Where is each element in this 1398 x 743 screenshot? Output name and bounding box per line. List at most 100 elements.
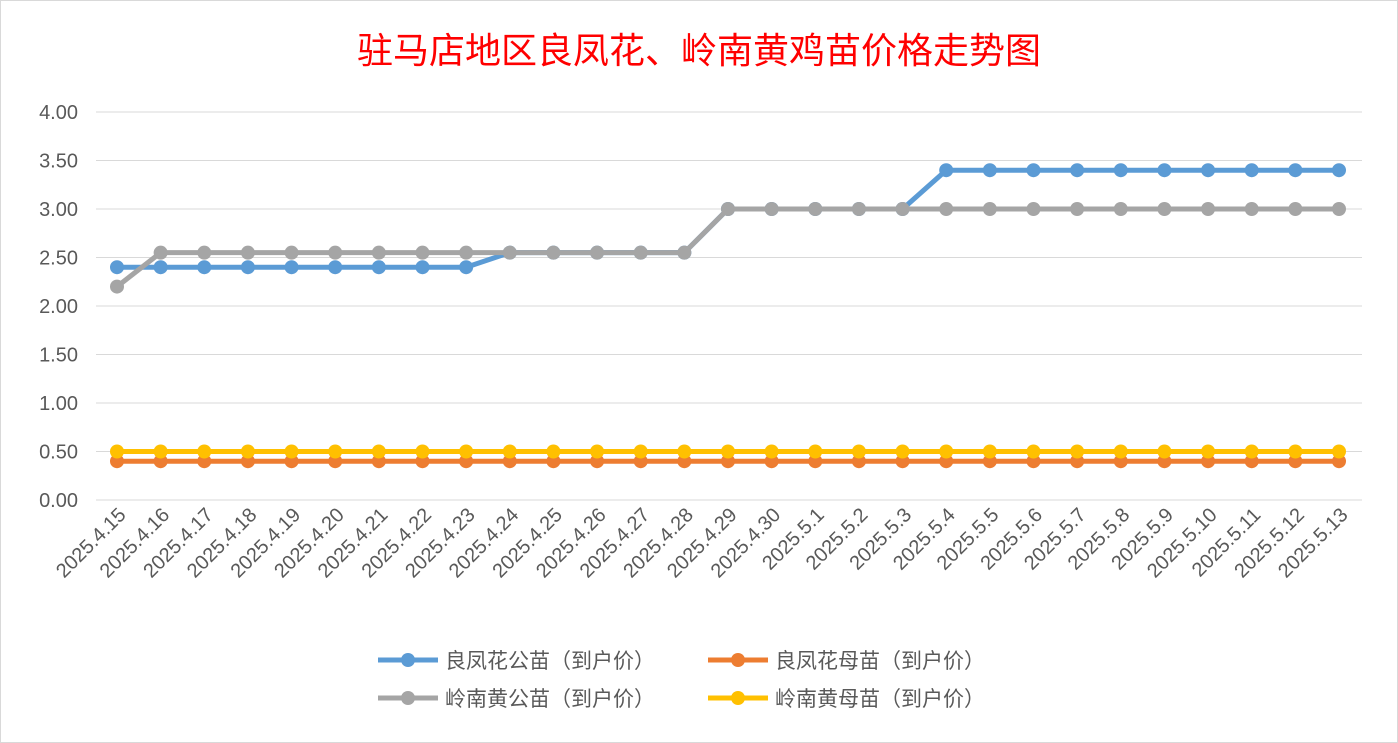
data-point <box>1288 454 1303 469</box>
data-point <box>1026 202 1041 216</box>
data-point <box>721 444 735 459</box>
data-point <box>371 245 386 260</box>
data-point <box>939 454 954 469</box>
legend-swatch-marker <box>731 691 745 705</box>
data-point <box>1201 202 1216 216</box>
data-point <box>328 444 343 459</box>
data-point <box>546 454 561 469</box>
data-point <box>502 454 517 469</box>
data-point <box>677 454 692 469</box>
data-point <box>415 245 430 260</box>
legend-item: 良凤花母苗（到户价） <box>708 649 985 673</box>
data-point <box>371 444 386 459</box>
data-point <box>197 260 212 275</box>
data-point <box>895 202 910 216</box>
data-point <box>371 454 386 469</box>
data-point <box>982 202 997 216</box>
data-point <box>240 245 255 260</box>
legend-label: 良凤花公苗（到户价） <box>445 649 655 673</box>
y-tick-label: 2.00 <box>39 296 78 318</box>
data-point <box>1332 444 1346 459</box>
series-3 <box>110 444 1346 459</box>
data-point <box>153 260 168 275</box>
data-point <box>764 454 779 469</box>
data-point <box>895 454 910 469</box>
data-point <box>240 444 255 459</box>
data-point <box>1157 202 1172 216</box>
x-axis-ticks: 2025.4.152025.4.162025.4.172025.4.182025… <box>52 504 1352 582</box>
data-point <box>939 444 954 459</box>
data-point <box>328 454 343 469</box>
y-tick-label: 2.50 <box>39 248 78 270</box>
data-point <box>633 245 648 260</box>
data-point <box>459 260 474 275</box>
data-point <box>1113 444 1128 459</box>
legend-label: 岭南黄母苗（到户价） <box>775 687 985 711</box>
y-tick-label: 0.00 <box>39 490 78 512</box>
data-point <box>110 260 124 275</box>
legend-swatch-marker <box>401 653 415 667</box>
data-point <box>240 260 255 275</box>
legend-item: 岭南黄公苗（到户价） <box>378 687 655 711</box>
data-point <box>1244 202 1259 216</box>
data-point <box>110 279 124 294</box>
data-point <box>1113 163 1128 178</box>
data-point <box>1244 163 1259 178</box>
data-point <box>284 454 299 469</box>
y-axis-ticks: 0.00 0.50 1.00 1.50 2.00 2.50 3.00 3.50 4.00 <box>39 102 78 512</box>
data-point <box>1070 163 1085 178</box>
data-point <box>328 260 343 275</box>
data-point <box>1201 163 1216 178</box>
data-point <box>851 454 866 469</box>
data-point <box>1288 202 1303 216</box>
data-point <box>1201 444 1216 459</box>
data-point <box>982 163 997 178</box>
data-point <box>1070 454 1085 469</box>
data-point <box>808 202 823 216</box>
legend-swatch-marker <box>401 691 415 705</box>
data-point <box>415 454 430 469</box>
series-lines <box>110 163 1346 469</box>
data-point <box>808 444 823 459</box>
data-point <box>808 454 823 469</box>
chart-title: 驻马店地区良凤花、岭南黄鸡苗价格走势图 <box>356 31 1041 72</box>
data-point <box>1026 454 1041 469</box>
data-point <box>982 454 997 469</box>
data-point <box>1332 163 1346 178</box>
data-point <box>1244 454 1259 469</box>
legend-item: 岭南黄母苗（到户价） <box>708 687 985 711</box>
data-point <box>1157 163 1172 178</box>
data-point <box>459 245 474 260</box>
series-2 <box>110 202 1346 294</box>
data-point <box>1288 444 1303 459</box>
data-point <box>546 245 561 260</box>
data-point <box>764 202 779 216</box>
data-point <box>110 454 124 469</box>
data-point <box>590 444 605 459</box>
data-point <box>153 245 168 260</box>
legend-label: 良凤花母苗（到户价） <box>775 649 985 673</box>
data-point <box>1332 202 1346 216</box>
data-point <box>459 454 474 469</box>
data-point <box>1244 444 1259 459</box>
data-point <box>1157 454 1172 469</box>
data-point <box>1113 202 1128 216</box>
y-tick-label: 0.50 <box>39 442 78 464</box>
data-point <box>197 454 212 469</box>
data-point <box>590 245 605 260</box>
data-point <box>677 444 692 459</box>
data-point <box>415 260 430 275</box>
data-point <box>633 454 648 469</box>
legend-label: 岭南黄公苗（到户价） <box>445 687 655 711</box>
data-point <box>895 444 910 459</box>
data-point <box>1332 454 1346 469</box>
data-point <box>851 202 866 216</box>
data-point <box>459 444 474 459</box>
data-point <box>328 245 343 260</box>
data-point <box>110 444 124 459</box>
data-point <box>197 444 212 459</box>
data-point <box>633 444 648 459</box>
data-point <box>982 444 997 459</box>
data-point <box>1026 163 1041 178</box>
data-point <box>415 444 430 459</box>
